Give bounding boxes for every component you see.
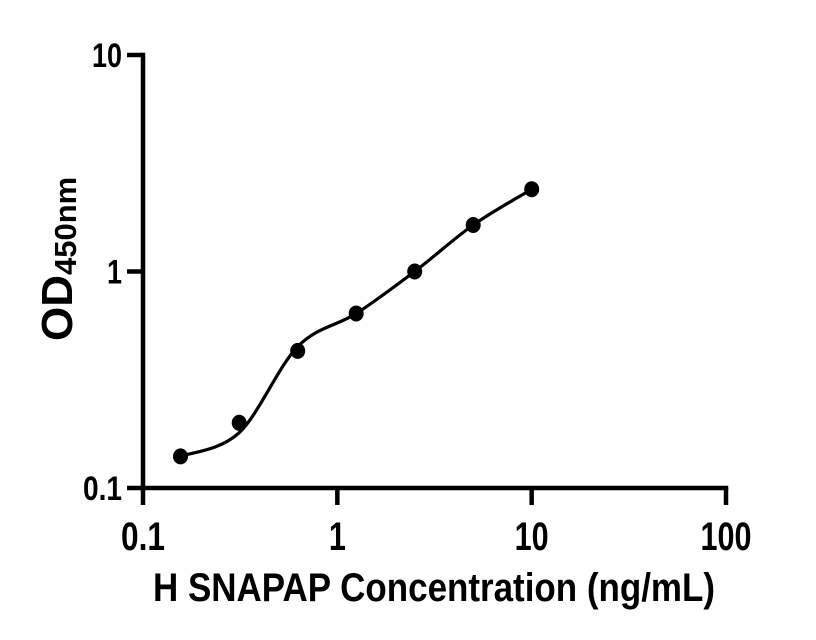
data-point (524, 181, 540, 198)
x-tick-label: 10 (515, 515, 549, 559)
y-axis-title: OD450nm (33, 177, 83, 341)
data-point (173, 448, 188, 465)
data-point (290, 342, 306, 359)
y-axis-title-subscript: 450nm (48, 177, 83, 275)
data-point (407, 263, 423, 280)
x-tick-label: 0.1 (121, 515, 165, 559)
y-axis-title-main: OD (33, 275, 82, 341)
y-tick-label: 1 (107, 254, 122, 292)
data-point (348, 305, 364, 322)
plot-area: 10 1 0.1 0.1 1 10 100 (83, 37, 752, 559)
y-tick-label: 10 (92, 37, 122, 75)
x-tick-label: 100 (701, 515, 752, 559)
data-point (465, 217, 481, 233)
x-tick-label: 1 (329, 515, 346, 559)
data-point (231, 414, 247, 431)
y-tick-label: 0.1 (83, 470, 122, 508)
x-axis-title: H SNAPAP Concentration (ng/mL) (153, 566, 715, 610)
